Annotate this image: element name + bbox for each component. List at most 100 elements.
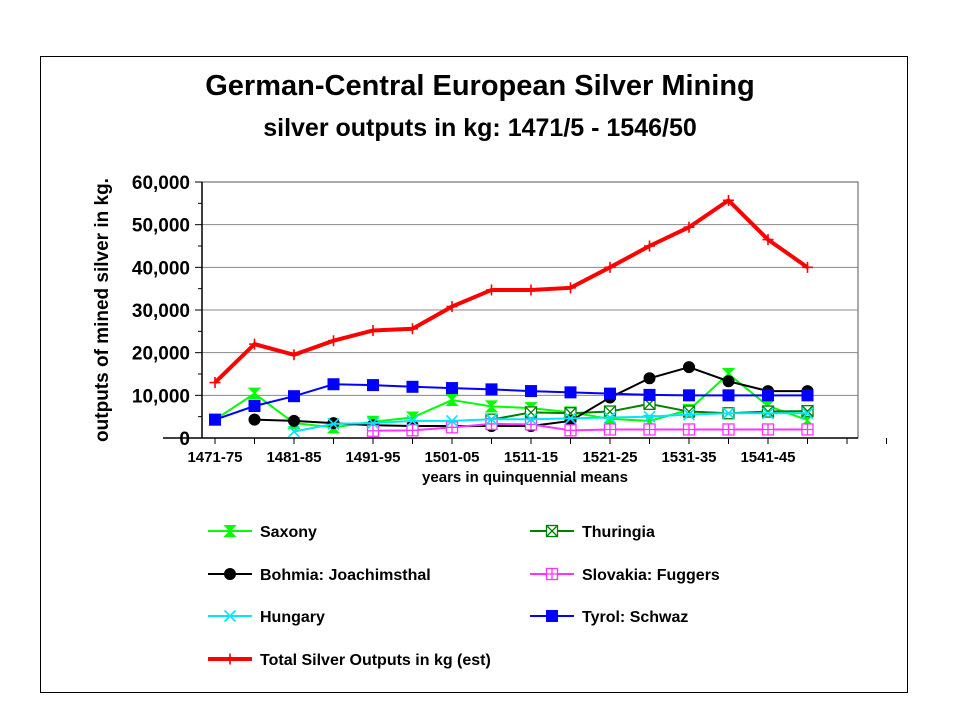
data-point xyxy=(546,610,558,622)
x-tick-label: 1531-35 xyxy=(661,449,716,466)
data-point xyxy=(485,413,498,426)
data-point xyxy=(288,390,300,403)
series-line xyxy=(372,422,808,432)
data-point xyxy=(366,417,380,430)
data-point xyxy=(762,234,774,246)
y-tick-label: 20,000 xyxy=(132,344,190,365)
data-point xyxy=(247,387,262,400)
data-point xyxy=(565,282,576,294)
y-tick-label: 30,000 xyxy=(132,301,190,322)
data-point xyxy=(723,194,734,206)
data-point xyxy=(367,379,379,392)
legend-label: Bohmia: Joachimsthal xyxy=(260,567,431,584)
data-point xyxy=(209,413,221,426)
data-point xyxy=(248,413,261,426)
x-tick-label: 1521-25 xyxy=(582,449,637,466)
legend-item: Bohmia: Joachimsthal xyxy=(208,567,431,584)
data-point xyxy=(525,284,537,296)
series-line xyxy=(214,383,808,421)
data-point xyxy=(224,653,236,665)
data-point xyxy=(524,418,538,431)
data-point xyxy=(682,423,696,436)
data-point xyxy=(406,424,419,437)
x-tick-label: 1511-15 xyxy=(504,449,558,466)
x-axis-title: years in quinquennial means xyxy=(422,469,628,486)
data-point xyxy=(722,375,735,388)
data-point xyxy=(801,423,814,436)
data-point xyxy=(722,423,735,436)
data-point xyxy=(328,335,339,347)
data-point xyxy=(406,380,419,393)
data-point xyxy=(564,386,577,399)
x-tick-label: 1471-75 xyxy=(187,449,242,466)
legend: Saxony Thuringia Bohmia: Joachimsthal Slova… xyxy=(208,524,720,669)
data-point xyxy=(682,408,696,421)
series-line xyxy=(214,372,808,429)
legend-item: Hungary xyxy=(208,609,325,626)
y-axis-title: outputs of mined silver in kg. xyxy=(92,178,113,442)
data-point xyxy=(643,372,656,385)
data-point xyxy=(367,324,379,336)
series-line xyxy=(213,197,809,384)
legend-item: Slovakia: Fuggers xyxy=(530,567,720,584)
series-tyrol-schwaz xyxy=(209,378,814,426)
data-point xyxy=(761,423,775,436)
legend-label: Saxony xyxy=(260,524,317,541)
x-tick-label: 1501-05 xyxy=(424,449,479,466)
data-point xyxy=(209,377,221,389)
data-point xyxy=(446,301,458,313)
data-point xyxy=(445,421,459,434)
data-point xyxy=(525,385,537,398)
series-total-silver-outputs-in-kg-est xyxy=(209,194,813,389)
data-point xyxy=(643,423,656,436)
data-point xyxy=(224,568,236,580)
data-point xyxy=(643,388,656,401)
chart-subtitle: silver outputs in kg: 1471/5 - 1546/50 xyxy=(263,114,697,142)
data-point xyxy=(223,609,237,623)
data-point xyxy=(327,378,340,391)
x-tick-label: 1481-85 xyxy=(266,449,321,466)
data-point xyxy=(564,424,577,437)
data-point xyxy=(801,389,814,402)
chart-title: German-Central European Silver Mining xyxy=(205,70,755,102)
data-point xyxy=(366,424,380,437)
data-point xyxy=(406,414,419,427)
series-line xyxy=(293,412,808,433)
legend-item: Thuringia xyxy=(530,524,655,541)
legend-label: Thuringia xyxy=(582,524,655,541)
x-tick-label: 1541-45 xyxy=(740,449,795,466)
data-point xyxy=(484,400,499,413)
data-point xyxy=(486,284,497,296)
data-point xyxy=(604,387,616,400)
data-point xyxy=(801,407,814,420)
data-point xyxy=(722,389,735,402)
data-point xyxy=(683,361,695,374)
data-point xyxy=(446,382,458,395)
data-point xyxy=(287,425,301,438)
data-point xyxy=(603,405,617,418)
data-point xyxy=(603,411,617,424)
data-point xyxy=(545,524,559,538)
legend-label: Tyrol: Schwaz xyxy=(582,609,688,626)
data-point xyxy=(644,240,655,252)
data-point xyxy=(722,407,735,420)
legend-item: Tyrol: Schwaz xyxy=(530,609,688,626)
legend-label: Slovakia: Fuggers xyxy=(582,567,720,584)
data-point xyxy=(604,261,616,273)
y-tick-label: 50,000 xyxy=(132,216,190,237)
data-point xyxy=(761,407,775,420)
y-tick-label: 10,000 xyxy=(132,386,190,407)
legend-item: Total Silver Outputs in kg (est) xyxy=(208,652,491,669)
data-point xyxy=(288,349,300,361)
data-point xyxy=(223,525,237,537)
series-slovakia-fuggers xyxy=(366,417,814,437)
data-point xyxy=(762,389,774,402)
data-point xyxy=(564,412,577,425)
data-point xyxy=(248,400,261,412)
data-point xyxy=(288,414,300,427)
data-point xyxy=(407,323,418,335)
data-point xyxy=(249,338,260,350)
legend-label: Total Silver Outputs in kg (est) xyxy=(260,652,491,669)
y-tick-label: 40,000 xyxy=(132,258,190,279)
